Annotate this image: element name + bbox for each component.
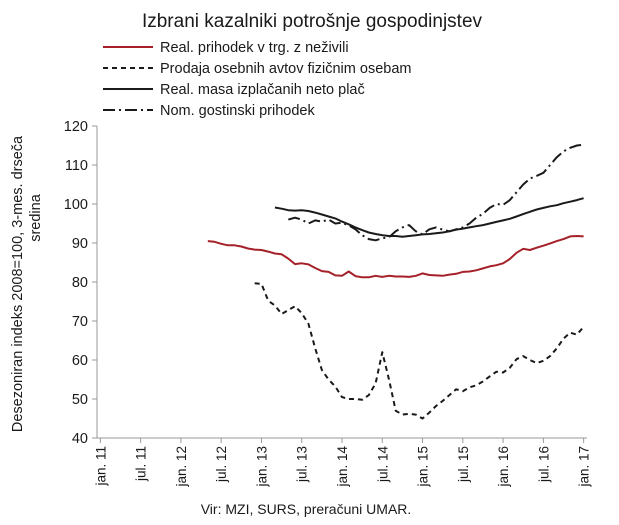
y-tick-label: 70 xyxy=(72,314,88,330)
x-tick-label: jul. 13 xyxy=(295,446,310,483)
y-axis-label-line-1: Desezoniran indeks 2008=100, 3-mes. drse… xyxy=(10,135,26,432)
legend-label-2: Prodaja osebnih avtov fizičnim osebam xyxy=(160,61,411,77)
y-tick-label: 40 xyxy=(72,431,88,447)
series-line-3 xyxy=(274,197,584,238)
x-tick-label: jul. 16 xyxy=(536,446,551,483)
plot-area: 40 50 60 70 80 90 100 110 120 jan. 11 jul. 11 jan. … xyxy=(64,119,592,488)
y-axis-label-line-2: sredina xyxy=(28,193,44,241)
legend-label-1: Real. prihodek v trg. z neživili xyxy=(160,40,349,56)
x-tick-label: jan. 13 xyxy=(254,446,269,488)
x-tick-label: jan. 17 xyxy=(577,446,592,488)
series-line-4 xyxy=(288,143,584,242)
y-tick-label: 50 xyxy=(72,392,88,408)
y-tick-label: 100 xyxy=(64,197,88,213)
x-tick-label: jan. 11 xyxy=(93,446,108,487)
series-line-1 xyxy=(207,235,584,279)
legend-label-4: Nom. gostinski prihodek xyxy=(160,103,315,119)
x-tick-label: jan. 15 xyxy=(416,446,431,488)
x-tick-label: jul. 11 xyxy=(134,446,149,482)
x-tick-label: jan. 14 xyxy=(335,446,350,488)
source-note: Vir: MZI, SURS, preračuni UMAR. xyxy=(201,501,412,517)
x-tick-label: jul. 15 xyxy=(456,446,471,483)
x-tick-label: jul. 12 xyxy=(214,446,229,483)
y-tick-label: 90 xyxy=(72,236,88,252)
y-tick-label: 110 xyxy=(65,158,88,174)
x-tick-label: jan. 16 xyxy=(496,446,511,488)
x-tick-label: jul. 14 xyxy=(375,446,390,484)
y-tick-label: 120 xyxy=(64,119,88,135)
series-line-2 xyxy=(254,282,585,420)
chart-title: Izbrani kazalniki potrošnje gospodinjste… xyxy=(142,11,483,32)
y-tick-label: 60 xyxy=(72,353,88,369)
y-tick-label: 80 xyxy=(72,275,88,291)
x-tick-label: jan. 12 xyxy=(174,446,189,488)
legend-label-3: Real. masa izplačanih neto plač xyxy=(160,82,365,98)
legend: Real. prihodek v trg. z neživili Prodaja … xyxy=(103,40,411,119)
